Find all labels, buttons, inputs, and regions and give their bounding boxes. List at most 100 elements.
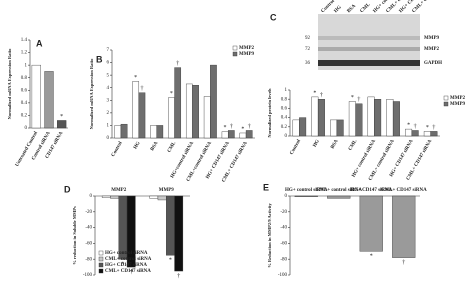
x-tick-label: CML — [348, 139, 358, 152]
bar — [374, 98, 382, 137]
significance-marker: † — [432, 125, 435, 131]
y-axis-label: % reduction in Soluble MMPs — [72, 206, 77, 265]
x-tick-label: HG — [313, 139, 321, 148]
y-tick-label: 0.2 — [21, 114, 28, 119]
bar — [294, 195, 318, 197]
x-tick-label: BSA — [150, 141, 159, 152]
bar — [311, 96, 319, 137]
bar — [57, 120, 67, 129]
panel-letter: A — [36, 38, 43, 48]
bar — [192, 84, 199, 139]
bar — [185, 83, 193, 139]
blot-image — [318, 14, 420, 70]
bar — [132, 81, 140, 139]
y-axis-label: Normalized mRNA Expression Ratio — [89, 58, 94, 130]
bar — [359, 195, 383, 252]
bar — [330, 119, 338, 137]
y-tick-label: -100 — [278, 273, 288, 278]
bar — [317, 98, 325, 137]
bar — [221, 131, 229, 139]
significance-marker: † — [414, 124, 417, 130]
bar — [210, 64, 217, 139]
bar — [392, 101, 400, 137]
y-tick-label: -20 — [280, 210, 287, 215]
bar — [126, 195, 136, 268]
x-tick-label: CML+ CD147 siRNA — [381, 188, 427, 193]
bar — [44, 71, 54, 129]
x-tick-label: CML — [167, 141, 177, 154]
significance-marker: * — [121, 262, 124, 268]
legend-swatch — [443, 95, 449, 101]
x-tick-label: HG — [133, 141, 141, 150]
bar — [166, 195, 175, 256]
y-tick-label: 1 — [107, 124, 110, 129]
bar — [157, 195, 167, 201]
y-tick-label: 0 — [90, 194, 93, 199]
legend-swatch — [232, 51, 238, 57]
significance-marker: * — [351, 95, 354, 101]
blot-band — [318, 60, 420, 66]
significance-marker: † — [357, 97, 360, 103]
bar — [239, 132, 247, 139]
significance-marker: * — [313, 90, 316, 96]
lane-label: CML — [360, 2, 372, 14]
y-tick-label: 4 — [107, 86, 110, 91]
blot-band — [318, 47, 420, 51]
y-axis-label: Normalized mRNA Expression Ratio — [7, 48, 12, 120]
legend-label: HG+ CD147 siRNA — [105, 263, 147, 268]
y-tick-label: 0 — [285, 194, 288, 199]
bar — [168, 97, 175, 139]
legend-swatch — [232, 45, 238, 51]
bar — [423, 131, 431, 137]
x-tick-label: Control — [289, 139, 302, 156]
bar — [348, 101, 356, 137]
panel-letter: E — [263, 182, 269, 192]
bar — [149, 195, 159, 199]
bar — [367, 96, 375, 137]
bar — [292, 119, 300, 137]
y-tick-label: 6 — [107, 61, 110, 66]
bar — [430, 131, 438, 137]
legend-label: MMP9 — [239, 52, 254, 57]
y-tick-label: -40 — [280, 226, 287, 231]
legend-label: MMP2 — [450, 96, 465, 101]
y-tick-label: -100 — [83, 273, 93, 278]
legend-swatch — [443, 101, 449, 107]
bar — [336, 119, 344, 137]
legend-swatch — [98, 268, 104, 274]
x-tick-label: Untreated Control — [15, 131, 39, 168]
significance-marker: † — [320, 93, 323, 99]
significance-marker: * — [60, 114, 63, 120]
y-tick-label: -60 — [280, 242, 287, 247]
bar — [392, 195, 416, 258]
x-tick-label: MMP9 — [159, 188, 174, 193]
x-tick-label: HG+ control siRNA — [285, 188, 328, 193]
bar — [150, 125, 157, 139]
bar — [355, 103, 363, 137]
y-tick-label: 7 — [107, 48, 110, 53]
bar — [245, 130, 253, 139]
significance-marker: * — [170, 91, 173, 97]
significance-marker: † — [176, 61, 179, 67]
panel-letter: D — [64, 184, 71, 194]
y-tick-label: 3 — [107, 98, 110, 103]
y-tick-label: -40 — [85, 226, 92, 231]
legend-swatch — [98, 262, 104, 268]
y-tick-label: 0.6 — [281, 107, 288, 112]
significance-marker: * — [224, 125, 227, 131]
significance-marker: * — [134, 75, 137, 81]
bar — [138, 92, 146, 139]
y-tick-label: 0.4 — [281, 116, 288, 121]
size-marker: 92 — [305, 36, 311, 41]
y-axis-label: % Reduction in MMP2/9 Activity — [267, 203, 272, 268]
bar — [31, 64, 41, 129]
legend-swatch — [98, 256, 104, 262]
significance-marker: * — [407, 122, 410, 128]
y-tick-label: 1.2 — [21, 51, 28, 56]
y-tick-label: 0.6 — [21, 88, 28, 93]
y-tick-label: 1.4 — [21, 38, 28, 43]
y-tick-label: 0.2 — [281, 125, 288, 130]
y-tick-label: 0 — [285, 134, 288, 139]
legend-label: CML+ control siRNA — [105, 257, 152, 262]
